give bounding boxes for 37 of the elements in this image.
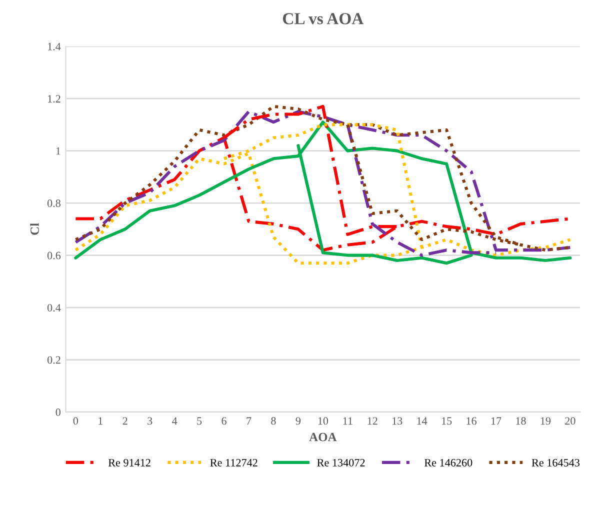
x-tick-label: 3 [148,417,152,425]
x-tick-label: 2 [122,417,128,425]
chart-title: CL vs AOA [282,13,364,24]
x-tick-label: 15 [442,417,452,425]
x-tick-label: 1 [98,417,103,425]
x-tick-label: 8 [271,417,276,425]
x-tick-label: 6 [222,417,226,425]
x-tick-label: 14 [417,417,428,425]
legend-label: Re 112742 [210,458,258,466]
y-tick-label: 0.4 [47,304,61,312]
x-tick-label: 7 [246,417,252,425]
x-tick-label: 12 [368,417,378,425]
x-tick-label: 19 [540,417,551,425]
x-tick-label: 5 [197,417,202,425]
y-tick-label: 0.6 [47,252,61,260]
x-tick-label: 20 [565,417,576,425]
legend-label: Re 134072 [317,458,365,466]
x-tick-label: 17 [491,417,502,425]
x-tick-label: 18 [516,417,526,425]
x-axis-title: AOA [309,432,337,442]
y-tick-label: 1.2 [48,95,60,103]
y-tick-label: 0.2 [47,356,60,364]
x-tick-label: 9 [296,417,301,425]
x-tick-label: 16 [466,417,476,425]
y-tick-label: 0 [56,408,60,416]
legend-label: Re 146260 [424,458,472,466]
x-tick-label: 0 [73,417,78,425]
y-tick-label: 1.4 [48,42,61,50]
x-tick-label: 4 [172,417,178,425]
x-tick-label: 13 [392,417,402,425]
legend-label: Re 91412 [108,458,150,466]
y-tick-label: 0.8 [47,200,60,208]
y-axis-title: Cl [30,223,39,235]
x-tick-label: 10 [318,417,328,425]
x-tick-label: 11 [343,417,352,425]
y-tick-label: 1 [56,147,60,155]
legend-label: Re 164543 [532,458,580,466]
